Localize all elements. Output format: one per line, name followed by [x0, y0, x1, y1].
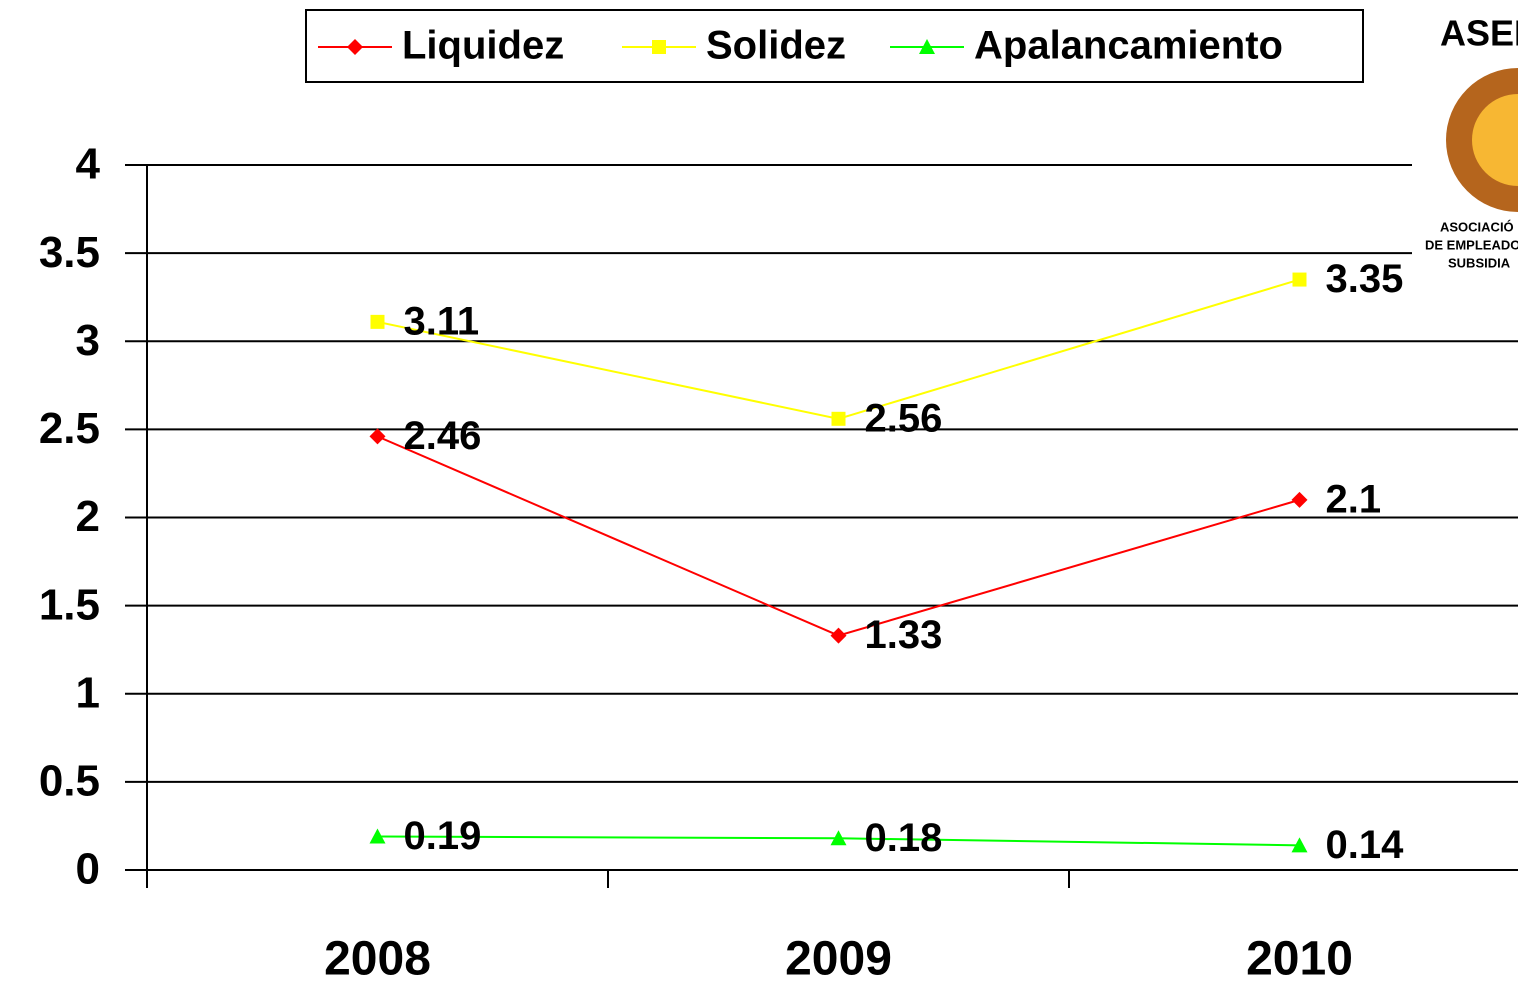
y-tick-label: 1.5 — [39, 580, 100, 629]
logo-sun — [1472, 94, 1518, 186]
y-tick-label: 3 — [76, 316, 100, 365]
data-label: 2.46 — [404, 414, 482, 458]
data-point — [830, 830, 847, 846]
y-tick-label: 1 — [76, 668, 100, 717]
data-label: 2.1 — [1326, 477, 1382, 521]
data-point — [1291, 837, 1308, 853]
logo-title: ASEN — [1440, 13, 1518, 54]
legend-label: Apalancamiento — [974, 24, 1283, 68]
logo-text: SUBSIDIA — [1448, 255, 1511, 270]
legend-marker — [919, 39, 935, 54]
x-tick-label: 2010 — [1246, 933, 1353, 986]
data-point — [369, 828, 386, 844]
data-label: 1.33 — [865, 613, 943, 657]
y-tick-label: 2 — [76, 492, 100, 541]
legend-marker — [347, 39, 363, 55]
data-label: 2.56 — [865, 396, 943, 440]
logo-text: ASOCIACIÓ — [1440, 219, 1514, 234]
data-point — [370, 314, 385, 329]
data-point — [830, 627, 847, 644]
y-tick-label: 3.5 — [39, 228, 100, 277]
legend-label: Solidez — [706, 24, 846, 68]
logo-text: DE EMPLEADO — [1425, 237, 1518, 252]
series-line — [377, 278, 1300, 420]
data-point — [1291, 491, 1308, 508]
data-point — [831, 411, 846, 426]
x-tick-label: 2009 — [785, 933, 892, 986]
data-point — [369, 428, 386, 445]
data-label: 3.11 — [404, 299, 480, 343]
data-label: 3.35 — [1326, 257, 1404, 301]
y-tick-label: 0.5 — [39, 757, 100, 806]
legend-marker — [652, 40, 666, 54]
y-tick-label: 0 — [76, 845, 100, 894]
y-tick-label: 4 — [76, 140, 101, 189]
x-tick-label: 2008 — [324, 933, 431, 986]
y-tick-label: 2.5 — [39, 404, 100, 453]
data-label: 0.18 — [865, 816, 943, 860]
data-label: 0.14 — [1326, 823, 1405, 867]
legend-label: Liquidez — [402, 24, 564, 68]
data-label: 0.19 — [404, 814, 482, 858]
data-point — [1292, 272, 1307, 287]
legend-box — [305, 9, 1364, 83]
